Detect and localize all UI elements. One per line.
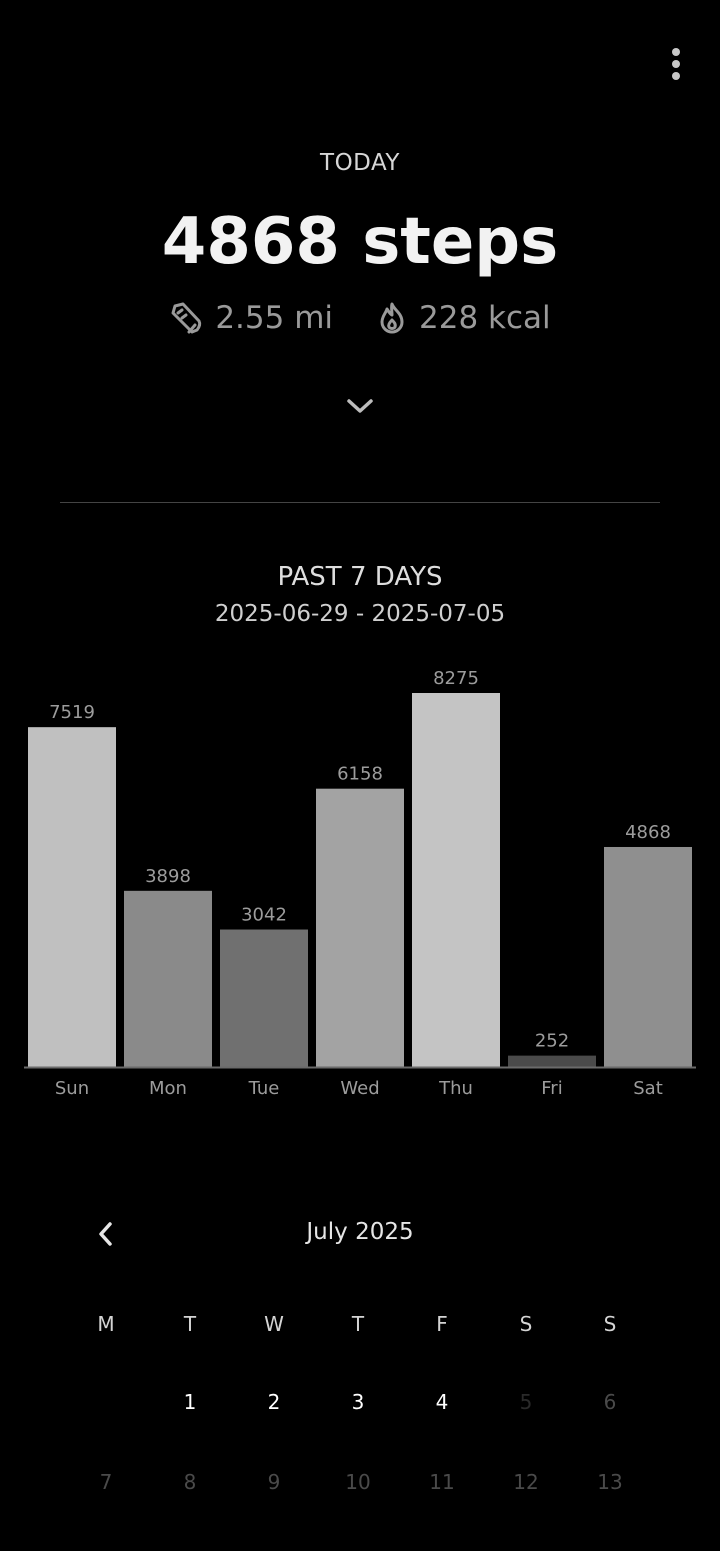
x-tick-label: Wed: [340, 1078, 379, 1099]
calendar-day[interactable]: 2: [267, 1390, 281, 1414]
calories-value: 228 kcal: [419, 300, 551, 336]
calendar-day-disabled: 10: [345, 1470, 371, 1494]
calendar-day-selected[interactable]: 5: [484, 1362, 568, 1442]
bar-value-label: 3898: [145, 866, 191, 887]
bar-value-label: 252: [535, 1031, 569, 1052]
chart-bar: [220, 929, 308, 1067]
chart-bar: [412, 693, 500, 1067]
calendar-week: 7 8 9 10 11 12 13: [64, 1442, 652, 1522]
calendar-header: July 2025: [0, 1210, 720, 1258]
calendar-day-disabled: 6: [603, 1390, 617, 1414]
past-days-title: PAST 7 DAYS: [277, 562, 443, 592]
expand-details-button[interactable]: [336, 388, 384, 428]
calendar-day-empty: [64, 1362, 148, 1442]
bar-value-label: 3042: [241, 905, 287, 926]
chart-bar: [28, 727, 116, 1067]
previous-month-button[interactable]: [84, 1210, 128, 1258]
chevron-down-icon: [347, 399, 373, 413]
dot-icon: [672, 72, 680, 80]
weekday-label: T: [351, 1312, 365, 1336]
weekday-label: F: [436, 1312, 448, 1336]
today-stats: 2.55 mi 228 kcal: [0, 296, 720, 340]
chevron-left-icon: [99, 1222, 112, 1246]
calendar-day[interactable]: 3: [351, 1390, 365, 1414]
x-tick-label: Sat: [633, 1078, 663, 1099]
more-options-button[interactable]: [656, 40, 696, 88]
calendar-weekdays: M T W T F S S: [64, 1312, 652, 1336]
calendar-day-disabled: 12: [513, 1470, 539, 1494]
weekday-label: W: [264, 1312, 284, 1336]
weekday-label: T: [183, 1312, 197, 1336]
bar-value-label: 6158: [337, 764, 383, 785]
weekday-label: M: [97, 1312, 115, 1336]
steps-bar-chart: 7519 Sun 3898 Mon 3042 Tue 6158 Wed 8275 Thu 252 Fr…: [24, 668, 696, 1099]
calendar-day-disabled: 11: [429, 1470, 455, 1494]
shoe-icon: [171, 302, 202, 334]
calendar-day[interactable]: 1: [183, 1390, 197, 1414]
steps-total: 4868 steps: [161, 205, 559, 279]
weekday-label: S: [603, 1312, 617, 1336]
chart-bar: [604, 846, 692, 1067]
chart-bar: [508, 1055, 596, 1067]
dot-icon: [672, 60, 680, 68]
calendar-day[interactable]: 4: [435, 1390, 449, 1414]
past-days-range: 2025-06-29 - 2025-07-05: [214, 601, 506, 627]
calendar-day-disabled: 9: [267, 1470, 281, 1494]
x-tick-label: Fri: [541, 1078, 562, 1099]
bar-value-label: 7519: [49, 702, 95, 723]
x-tick-label: Thu: [438, 1078, 473, 1099]
bar-value-label: 8275: [433, 668, 479, 689]
bar-value-label: 4868: [625, 822, 671, 843]
calendar-day-disabled: 7: [99, 1470, 113, 1494]
x-tick-label: Mon: [149, 1078, 187, 1099]
calendar-day-disabled: 13: [597, 1470, 623, 1494]
dot-icon: [672, 48, 680, 56]
distance-value: 2.55 mi: [215, 300, 334, 336]
flame-icon: [380, 302, 404, 334]
x-tick-label: Tue: [248, 1078, 280, 1099]
selected-day-label: 5: [519, 1390, 533, 1414]
distance-stat: 2.55 mi: [169, 300, 333, 336]
today-label: TODAY: [320, 150, 400, 176]
calendar-month-title: July 2025: [306, 1219, 414, 1245]
chart-bar: [316, 788, 404, 1067]
calendar-week: 1 2 3 4 5 6: [64, 1362, 652, 1442]
x-tick-label: Sun: [55, 1078, 89, 1099]
weekday-label: S: [519, 1312, 533, 1336]
section-divider: [60, 502, 660, 503]
calendar-day-disabled: 8: [183, 1470, 197, 1494]
chart-bar: [124, 890, 212, 1067]
calories-stat: 228 kcal: [377, 300, 551, 336]
